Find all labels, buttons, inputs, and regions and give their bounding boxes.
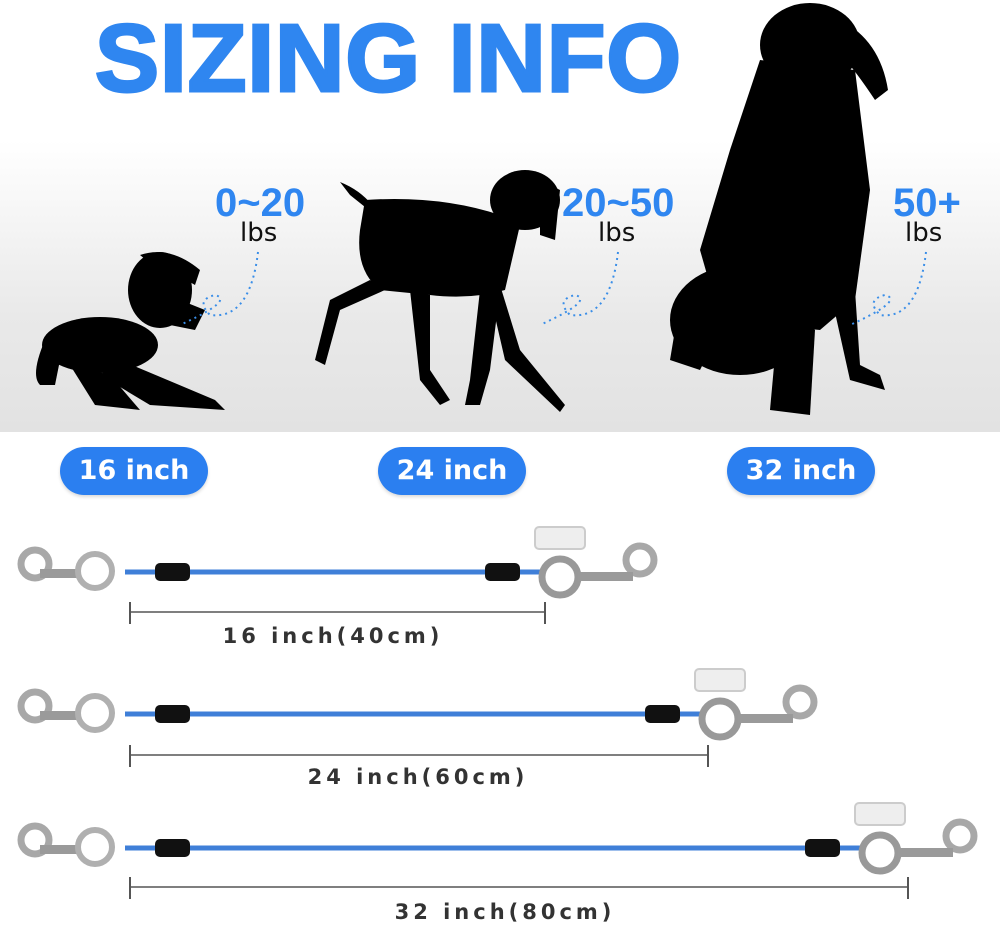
snap-hook-icon: [17, 688, 53, 724]
size-pill-32: 32 inch: [727, 447, 875, 495]
size-pill-24: 24 inch: [378, 447, 526, 495]
weight-range-small: 0~20: [215, 181, 306, 225]
swivel-ring-icon: [75, 827, 115, 867]
measure-label-24: 24 inch(60cm): [307, 765, 529, 789]
sleeve: [155, 563, 190, 581]
dog-silhouette-large: [670, 3, 888, 415]
sleeve: [155, 839, 190, 857]
seatbelt-buckle-icon: [854, 802, 906, 826]
swivel-ring-icon: [698, 697, 742, 741]
swivel-ring-icon: [858, 831, 902, 875]
snap-hook-icon: [17, 822, 53, 858]
weight-unit-large: lbs: [905, 218, 943, 248]
weight-unit-medium: lbs: [598, 218, 636, 248]
swivel-ring-icon: [75, 693, 115, 733]
weight-range-medium: 20~50: [562, 181, 675, 225]
snap-hook-icon: [782, 684, 818, 720]
sleeve: [805, 839, 840, 857]
sleeve: [485, 563, 520, 581]
swivel-ring-icon: [538, 555, 582, 599]
seatbelt-buckle-icon: [694, 668, 746, 692]
sleeve: [645, 705, 680, 723]
sleeve: [155, 705, 190, 723]
dog-silhouette-medium: [315, 170, 565, 412]
size-pill-16: 16 inch: [60, 447, 208, 495]
snap-hook-icon: [622, 542, 658, 578]
seatbelt-buckle-icon: [534, 526, 586, 550]
snap-hook-icon: [942, 818, 978, 854]
snap-hook-icon: [17, 546, 53, 582]
dog-silhouette-small: [36, 252, 225, 410]
weight-unit-small: lbs: [240, 218, 278, 248]
measure-label-16: 16 inch(40cm): [222, 624, 444, 648]
swivel-ring-icon: [75, 551, 115, 591]
measure-label-32: 32 inch(80cm): [394, 900, 616, 924]
page-title: SIZING INFO: [94, 4, 683, 114]
weight-range-large: 50+: [893, 181, 961, 225]
